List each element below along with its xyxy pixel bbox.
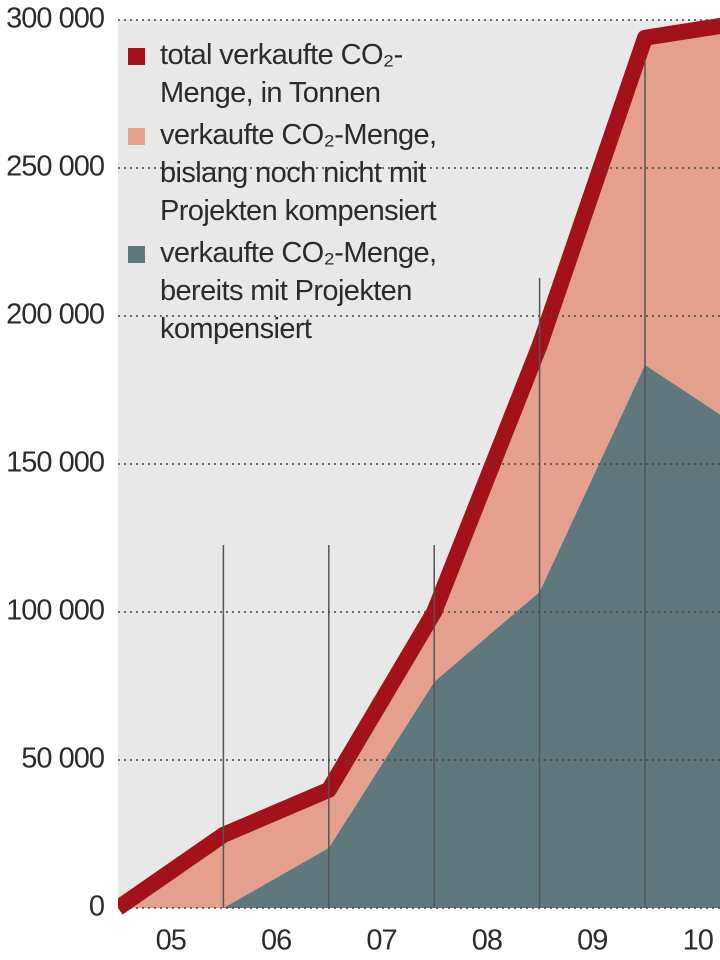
x-tick-label: 09 bbox=[577, 925, 607, 957]
x-tick-label: 10 bbox=[683, 925, 713, 957]
y-tick-label: 150 000 bbox=[6, 447, 104, 479]
x-tick-label: 08 bbox=[472, 925, 502, 957]
y-tick-label: 200 000 bbox=[6, 299, 104, 331]
y-tick-label: 100 000 bbox=[6, 595, 104, 627]
x-tick-label: 05 bbox=[156, 925, 186, 957]
legend: total verkaufte CO₂-Menge, in Tonnen verk… bbox=[128, 36, 488, 352]
legend-label: verkaufte CO₂-Menge, bereits mit Projekt… bbox=[160, 237, 437, 345]
x-tick-label: 06 bbox=[261, 925, 291, 957]
legend-label: verkaufte CO₂-Menge, bislang noch nicht … bbox=[160, 119, 437, 227]
area bbox=[118, 25, 720, 908]
x-tick-label: 07 bbox=[366, 925, 396, 957]
y-tick-label: 0 bbox=[89, 891, 104, 923]
legend-swatch bbox=[128, 128, 145, 145]
y-tick-label: 300 000 bbox=[6, 3, 104, 35]
legend-swatch bbox=[128, 246, 145, 263]
legend-label: total verkaufte CO₂-Menge, in Tonnen bbox=[160, 39, 403, 109]
y-tick-label: 50 000 bbox=[21, 743, 104, 775]
area bbox=[118, 364, 720, 908]
y-tick-label: 250 000 bbox=[6, 151, 104, 183]
legend-entry: verkaufte CO₂-Menge, bereits mit Projekt… bbox=[128, 234, 488, 348]
legend-entry: verkaufte CO₂-Menge, bislang noch nicht … bbox=[128, 116, 488, 230]
legend-swatch bbox=[128, 48, 145, 65]
legend-entry: total verkaufte CO₂-Menge, in Tonnen bbox=[128, 36, 488, 112]
